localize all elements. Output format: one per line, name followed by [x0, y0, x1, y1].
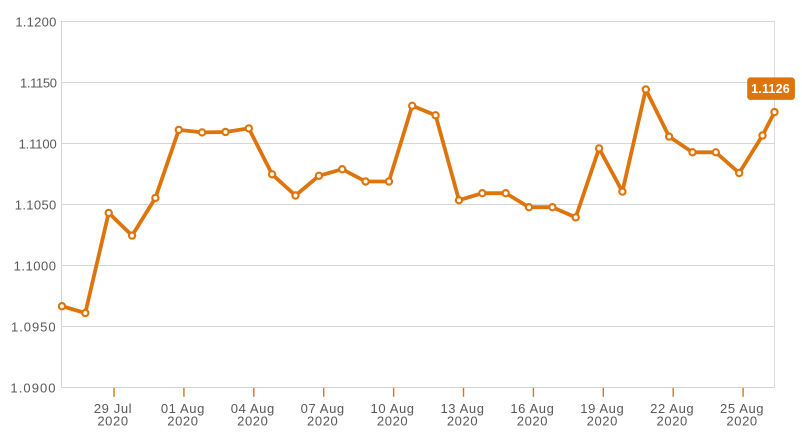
svg-text:2020: 2020	[657, 413, 688, 428]
svg-text:2020: 2020	[307, 413, 338, 428]
svg-text:1.1000: 1.1000	[14, 259, 57, 274]
svg-text:04 Aug: 04 Aug	[231, 401, 275, 416]
svg-text:25 Aug: 25 Aug	[720, 401, 764, 416]
svg-text:1.1150: 1.1150	[20, 76, 57, 91]
svg-text:1.1200: 1.1200	[15, 15, 56, 30]
svg-text:1.1126: 1.1126	[751, 82, 790, 96]
svg-text:2020: 2020	[726, 413, 757, 428]
svg-text:2020: 2020	[377, 413, 408, 428]
svg-text:2020: 2020	[97, 413, 128, 428]
svg-text:2020: 2020	[167, 413, 198, 428]
svg-text:2020: 2020	[587, 413, 618, 428]
svg-text:13 Aug: 13 Aug	[440, 401, 484, 416]
svg-text:1.1050: 1.1050	[15, 198, 57, 213]
svg-text:22 Aug: 22 Aug	[650, 401, 694, 416]
svg-text:2020: 2020	[447, 413, 478, 428]
svg-text:16 Aug: 16 Aug	[510, 401, 554, 416]
svg-text:07 Aug: 07 Aug	[301, 401, 345, 416]
svg-text:29 Jul: 29 Jul	[94, 401, 132, 416]
svg-text:1.1100: 1.1100	[19, 137, 57, 152]
svg-text:10 Aug: 10 Aug	[371, 401, 415, 416]
svg-text:2020: 2020	[237, 413, 268, 428]
svg-text:2020: 2020	[517, 413, 548, 428]
svg-text:1.0900: 1.0900	[10, 381, 56, 396]
svg-text:01 Aug: 01 Aug	[161, 401, 205, 416]
svg-text:19 Aug: 19 Aug	[580, 401, 624, 416]
svg-text:1.0950: 1.0950	[11, 320, 57, 335]
